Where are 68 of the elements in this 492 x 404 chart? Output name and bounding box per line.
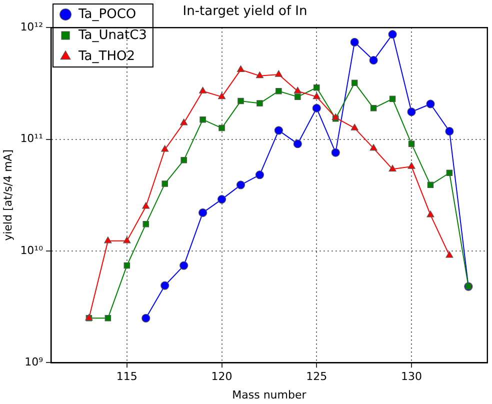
point	[238, 98, 244, 104]
point	[236, 65, 245, 72]
legend-label: Ta_THO2	[78, 48, 135, 64]
point	[124, 262, 130, 269]
x-tick-label: 115	[116, 370, 138, 384]
point	[161, 145, 169, 152]
point	[446, 170, 453, 176]
point	[445, 126, 454, 136]
point	[142, 314, 150, 322]
point	[274, 126, 283, 135]
point	[332, 113, 340, 120]
point	[446, 251, 454, 258]
point	[104, 315, 112, 322]
point	[142, 220, 150, 228]
point	[180, 261, 188, 270]
x-tick-label: 125	[306, 370, 328, 384]
point	[388, 164, 396, 172]
point	[312, 92, 320, 100]
point	[314, 84, 320, 91]
point	[294, 86, 302, 94]
point	[276, 88, 282, 94]
point	[370, 105, 377, 112]
y-tick-label: 10¹¹	[20, 132, 44, 146]
point	[274, 70, 282, 77]
point	[162, 180, 168, 187]
x-tick-label: 120	[211, 370, 232, 384]
point	[123, 236, 131, 244]
point	[256, 100, 263, 106]
point	[350, 38, 359, 47]
point	[370, 144, 378, 151]
point	[294, 94, 301, 100]
point	[217, 195, 226, 204]
point	[427, 182, 434, 188]
chart-title: In-target yield of In	[182, 4, 308, 20]
point	[199, 86, 207, 94]
y-tick-label: 10⁹	[24, 355, 44, 368]
point	[331, 148, 340, 157]
legend-label: Ta_POCO	[78, 6, 136, 22]
point	[388, 30, 397, 39]
point	[389, 96, 396, 102]
point	[408, 162, 416, 169]
point	[426, 210, 434, 218]
y-axis-title: yield [at/s/4 mA]	[1, 149, 14, 241]
point	[408, 140, 415, 147]
point	[218, 92, 226, 100]
point	[255, 170, 264, 180]
point	[426, 100, 435, 108]
point	[218, 124, 225, 132]
point	[312, 104, 321, 112]
point	[407, 108, 416, 116]
point	[160, 281, 170, 290]
point	[350, 124, 358, 130]
point	[200, 116, 206, 123]
point	[198, 208, 208, 217]
point	[369, 56, 378, 65]
point	[351, 80, 358, 86]
y-tick-label: 10¹⁰	[20, 244, 44, 257]
x-axis-title: Mass number	[232, 388, 307, 402]
point	[180, 118, 188, 126]
x-tick-label: 130	[401, 370, 422, 384]
point	[293, 140, 302, 148]
legend-label: Ta_UnatC3	[78, 28, 147, 43]
y-tick-label: 10¹²	[20, 20, 44, 34]
point	[104, 236, 112, 244]
point	[142, 202, 150, 209]
point	[180, 157, 187, 164]
point	[236, 180, 246, 190]
point	[256, 72, 264, 78]
